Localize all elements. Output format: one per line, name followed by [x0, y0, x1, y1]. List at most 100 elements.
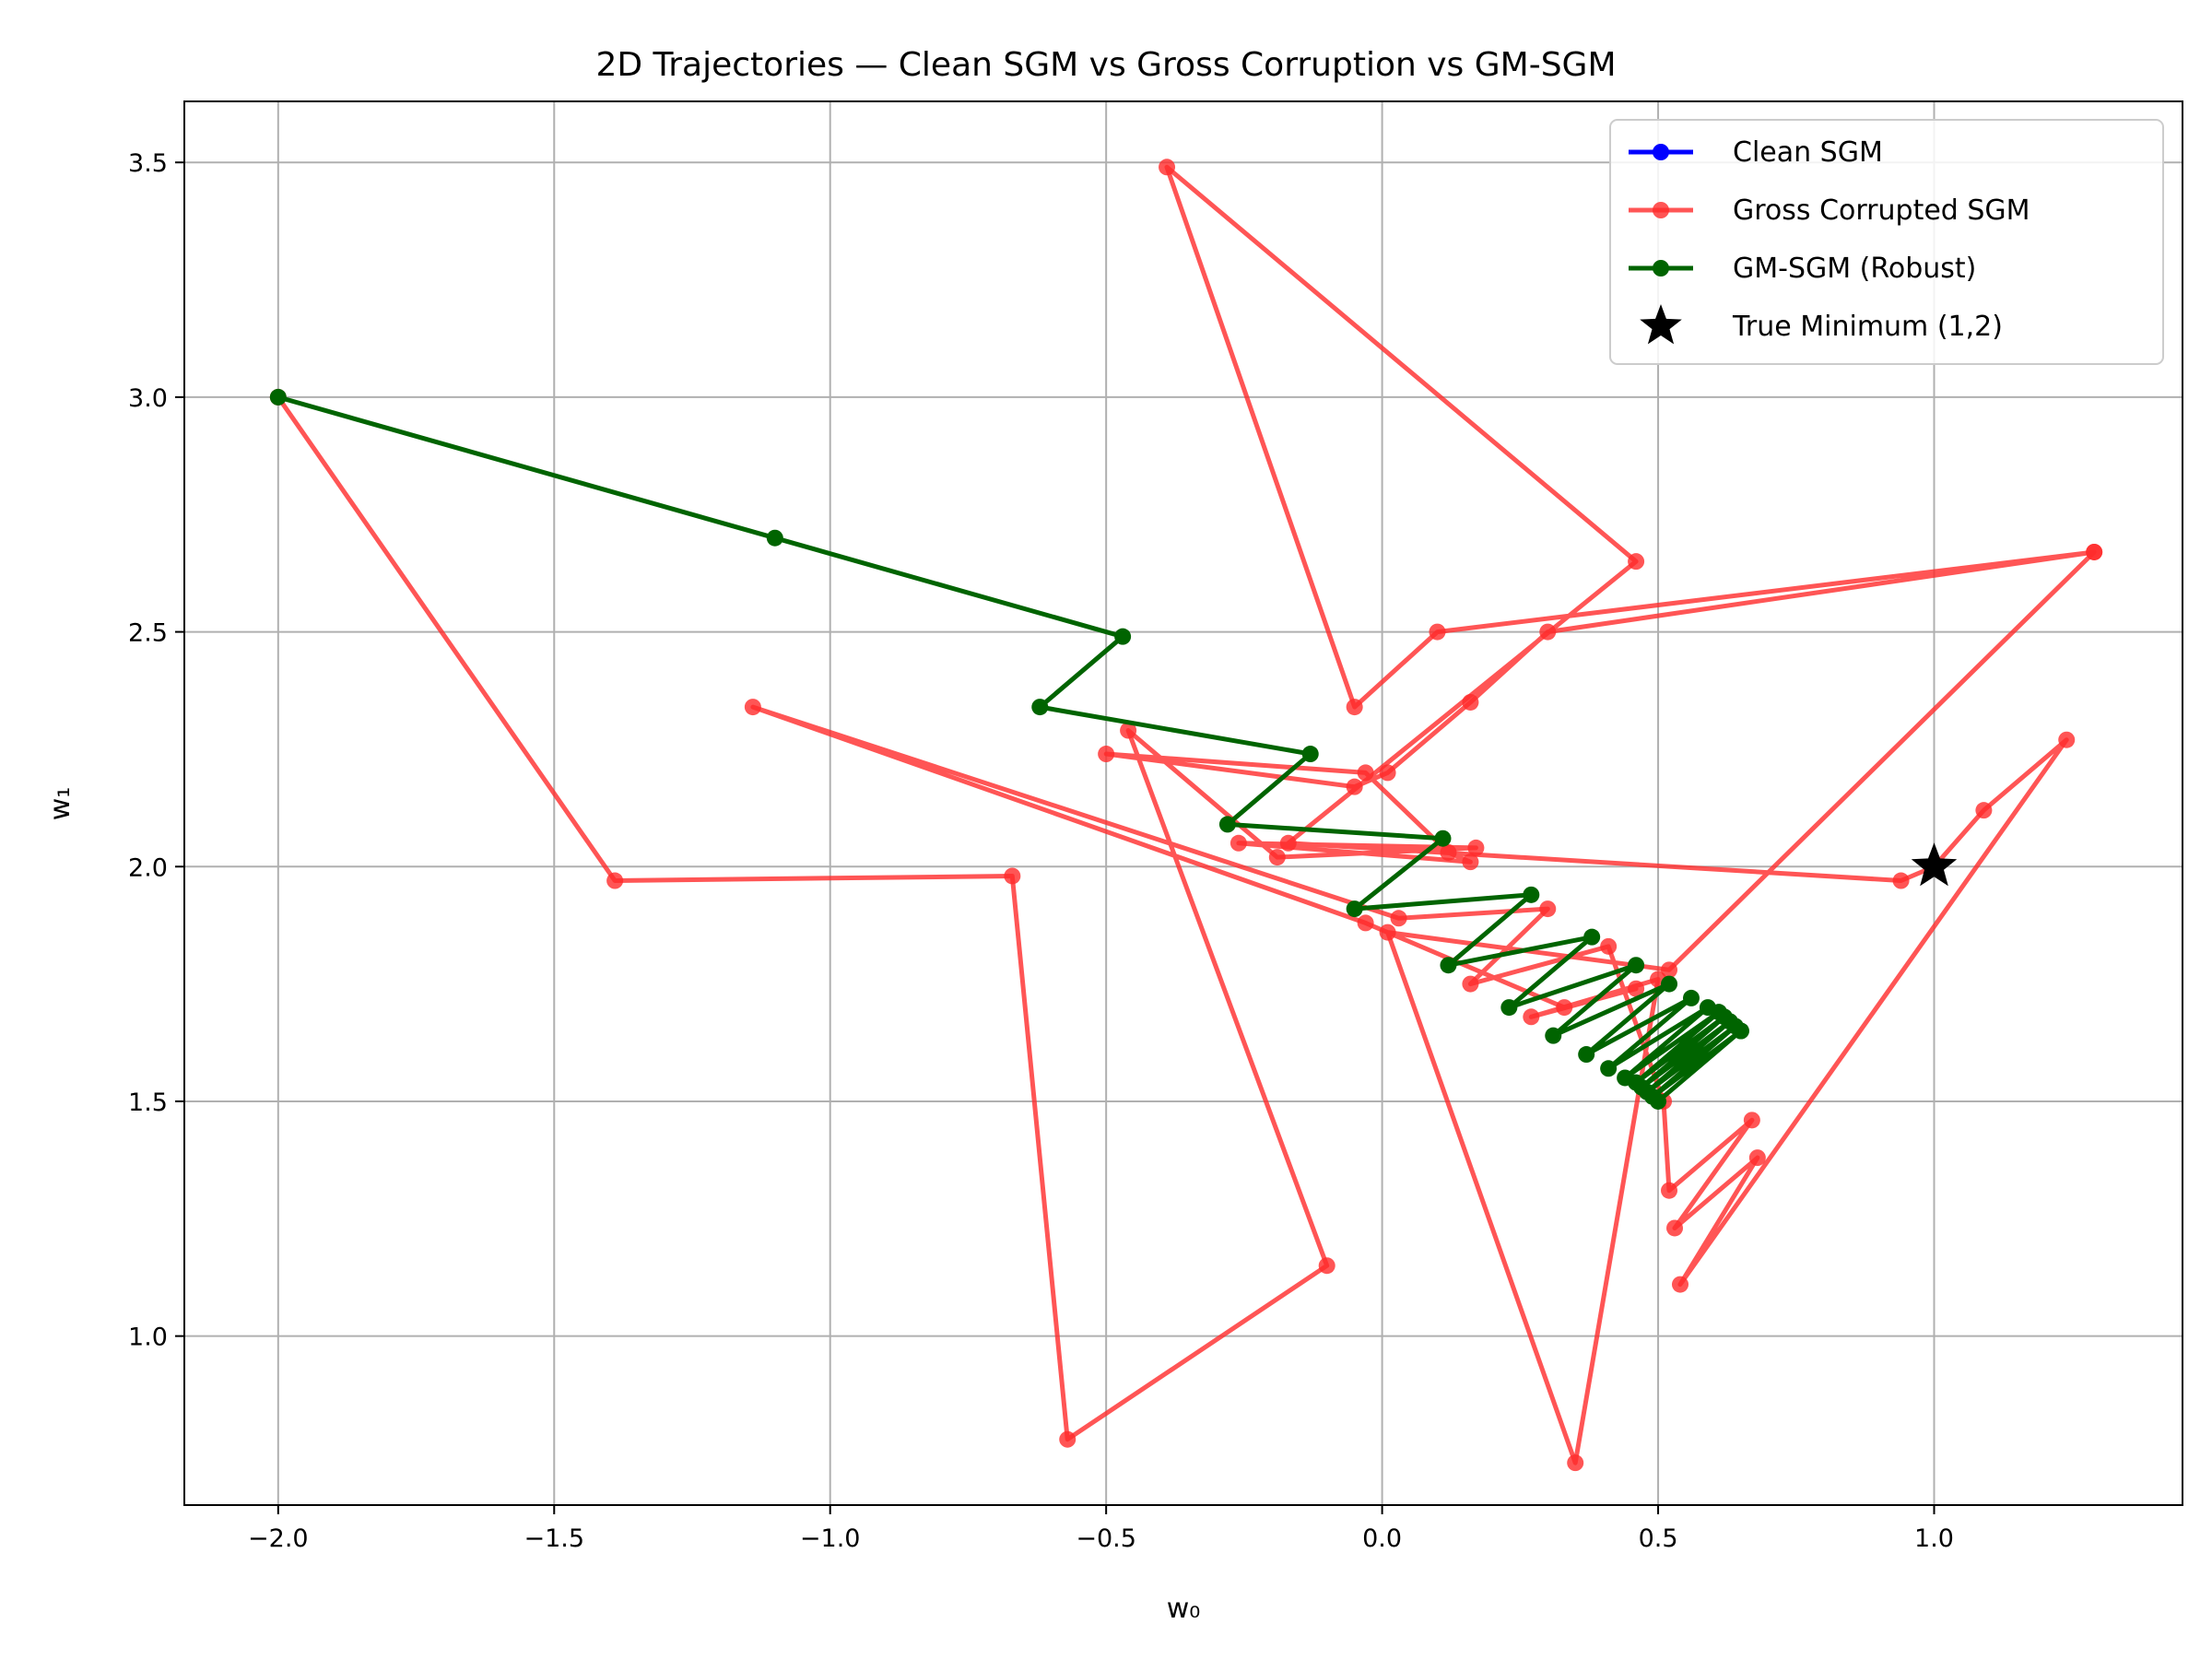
data-point: [1732, 1022, 1749, 1040]
data-point: [1567, 1454, 1584, 1472]
data-point: [1346, 699, 1363, 716]
data-point: [1031, 699, 1049, 716]
data-point: [1556, 999, 1573, 1017]
data-point: [766, 529, 783, 547]
y-axis-label: w₁: [44, 787, 76, 821]
legend-item-1: Gross Corrupted SGM: [1629, 194, 2030, 227]
data-point: [1539, 623, 1557, 641]
plot-frame: [183, 100, 2183, 1506]
data-point: [1467, 839, 1485, 856]
legend-marker: [1653, 260, 1669, 276]
data-point: [1462, 975, 1479, 993]
data-point: [1628, 980, 1645, 997]
data-point: [2086, 543, 2103, 560]
data-point: [1346, 900, 1363, 918]
data-point: [1218, 816, 1236, 833]
legend-item-0: Clean SGM: [1629, 136, 1883, 169]
data-point: [1230, 834, 1247, 852]
legend-marker: [1653, 144, 1669, 160]
data-point: [1059, 1430, 1077, 1448]
data-point: [1429, 623, 1446, 641]
data-point: [2058, 731, 2076, 748]
data-point: [1650, 1092, 1667, 1110]
legend-marker: [1653, 202, 1669, 218]
data-point: [1440, 843, 1457, 861]
legend-items: Clean SGM Gross Corrupted SGM GM-SGM (Robu…: [1629, 136, 2030, 345]
data-point: [1672, 1276, 1689, 1293]
legend-label: True Minimum (1,2): [1732, 311, 2003, 343]
true-minimum-layer: [1911, 842, 1958, 887]
data-point: [1434, 830, 1452, 847]
data-point: [1628, 957, 1645, 974]
series-layer: [269, 159, 2103, 1472]
true-minimum-star: [1911, 842, 1958, 887]
data-point: [1628, 553, 1645, 571]
data-point: [1462, 693, 1479, 711]
data-point: [1357, 764, 1374, 782]
x-tick-label: −1.5: [524, 1524, 584, 1553]
data-point: [1390, 910, 1407, 927]
data-point: [1682, 989, 1700, 1006]
data-point: [1578, 1046, 1595, 1064]
data-point: [1279, 834, 1297, 852]
data-point: [1661, 1182, 1678, 1199]
legend-item-2: GM-SGM (Robust): [1629, 253, 1976, 285]
data-point: [1600, 1060, 1618, 1077]
data-point: [1748, 1149, 1766, 1167]
data-point: [1975, 802, 1993, 819]
data-point: [1346, 778, 1363, 795]
data-point: [1318, 1257, 1335, 1275]
data-point: [1004, 867, 1021, 885]
data-point: [1357, 914, 1374, 932]
data-point: [1661, 961, 1678, 979]
data-point: [1379, 924, 1396, 941]
data-point: [1600, 937, 1618, 955]
data-point: [1440, 957, 1457, 974]
y-tick-label: 2.5: [128, 619, 168, 648]
data-point: [1098, 746, 1115, 763]
legend-label: Gross Corrupted SGM: [1733, 194, 2030, 227]
x-axis-label: w₀: [1167, 1593, 1201, 1625]
data-point: [1120, 722, 1137, 739]
x-tick-label: 0.5: [1639, 1524, 1678, 1553]
data-point: [1523, 1008, 1540, 1026]
y-tick-label: 1.0: [128, 1324, 168, 1352]
legend-item-true-minimum: True Minimum (1,2): [1640, 304, 2003, 345]
data-point: [1743, 1112, 1760, 1129]
data-point: [1114, 628, 1132, 645]
x-tick-label: −1.0: [800, 1524, 861, 1553]
data-point: [1301, 746, 1319, 763]
data-point: [1661, 975, 1678, 993]
data-point: [1892, 872, 1910, 889]
chart-title: 2D Trajectories — Clean SGM vs Gross Cor…: [595, 46, 1616, 84]
x-tick-label: 1.0: [1914, 1524, 1954, 1553]
legend: Clean SGM Gross Corrupted SGM GM-SGM (Robu…: [1609, 119, 2164, 365]
series-2: [269, 388, 1749, 1110]
data-point: [606, 872, 624, 889]
data-point: [269, 388, 287, 406]
data-point: [1545, 1027, 1562, 1044]
data-point: [1159, 159, 1176, 176]
x-tick-label: −2.0: [248, 1524, 309, 1553]
y-tick-label: 3.0: [128, 384, 168, 413]
data-point: [1539, 900, 1557, 918]
data-point: [1462, 853, 1479, 871]
data-point: [1666, 1219, 1684, 1237]
data-point: [1268, 849, 1286, 866]
y-tick-label: 1.5: [128, 1088, 168, 1117]
y-tick-label: 3.5: [128, 149, 168, 178]
legend-label: GM-SGM (Robust): [1733, 253, 1976, 285]
ticks: −2.0 −1.5 −1.0 −0.5 0.0 0.5 1.0 1.0 1.5 2.0 2.5 3.0…: [128, 149, 1954, 1553]
data-point: [1379, 764, 1396, 782]
legend-star-icon: [1640, 304, 1682, 345]
legend-box: [1609, 119, 2164, 365]
x-tick-label: 0.0: [1362, 1524, 1402, 1553]
data-point: [1523, 886, 1540, 903]
x-tick-label: −0.5: [1076, 1524, 1136, 1553]
data-point: [744, 699, 761, 716]
data-point: [1583, 928, 1601, 946]
data-point: [1500, 999, 1518, 1017]
y-tick-label: 2.0: [128, 853, 168, 882]
legend-label: Clean SGM: [1733, 136, 1883, 169]
